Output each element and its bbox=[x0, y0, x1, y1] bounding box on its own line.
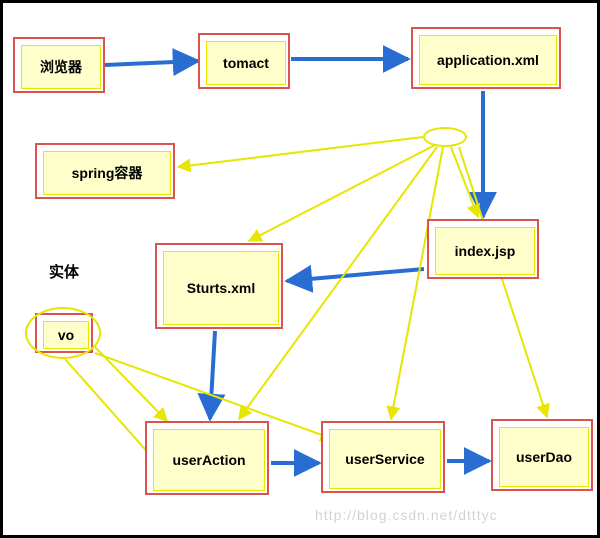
node-appxml-inner: application.xml bbox=[419, 35, 557, 85]
edge-vo-circle-to-useraction bbox=[95, 347, 167, 421]
edge-sturts-to-useraction bbox=[210, 331, 215, 419]
node-browser-inner: 浏览器 bbox=[21, 45, 101, 89]
node-sturts: Sturts.xml bbox=[155, 243, 283, 329]
ellipse-vo-circle bbox=[25, 307, 101, 359]
node-sturts-label: Sturts.xml bbox=[187, 280, 255, 296]
node-userservice-inner: userService bbox=[329, 429, 441, 489]
node-userdao-inner: userDao bbox=[499, 427, 589, 487]
node-browser-label: 浏览器 bbox=[40, 57, 82, 77]
node-useraction-inner: userAction bbox=[153, 429, 265, 491]
node-userservice: userService bbox=[321, 421, 445, 493]
node-sturts-inner: Sturts.xml bbox=[163, 251, 279, 325]
edge-hub-to-spring bbox=[178, 137, 423, 167]
edge-hub-to-sturts bbox=[249, 145, 435, 241]
node-indexjsp-inner: index.jsp bbox=[435, 227, 535, 275]
ellipse-hub bbox=[423, 127, 467, 147]
node-userservice-label: userService bbox=[345, 451, 424, 467]
edge-hub-to-indexjsp bbox=[451, 147, 478, 217]
edge-browser-to-tomcat bbox=[105, 61, 198, 65]
node-useraction: userAction bbox=[145, 421, 269, 495]
edge-indexjsp-to-sturts bbox=[287, 269, 424, 281]
node-tomcat-label: tomact bbox=[223, 55, 269, 71]
node-appxml-label: application.xml bbox=[437, 52, 539, 68]
node-spring-inner: spring容器 bbox=[43, 151, 171, 195]
node-browser: 浏览器 bbox=[13, 37, 105, 93]
edge-hub-to-userservice bbox=[391, 147, 443, 419]
node-appxml: application.xml bbox=[411, 27, 561, 89]
node-spring-label: spring容器 bbox=[72, 163, 143, 183]
node-tomcat: tomact bbox=[198, 33, 290, 89]
diagram-canvas: 浏览器 tomact application.xml spring容器 index.js… bbox=[0, 0, 600, 538]
edge-hub-to-userdao bbox=[459, 147, 547, 417]
watermark: http://blog.csdn.net/dtttyc bbox=[315, 507, 498, 523]
label-entity: 实体 bbox=[49, 261, 79, 282]
node-spring: spring容器 bbox=[35, 143, 175, 199]
node-useraction-label: userAction bbox=[172, 452, 245, 468]
node-userdao: userDao bbox=[491, 419, 593, 491]
node-tomcat-inner: tomact bbox=[206, 41, 286, 85]
node-userdao-label: userDao bbox=[516, 449, 572, 465]
node-indexjsp: index.jsp bbox=[427, 219, 539, 279]
node-indexjsp-label: index.jsp bbox=[455, 243, 516, 259]
